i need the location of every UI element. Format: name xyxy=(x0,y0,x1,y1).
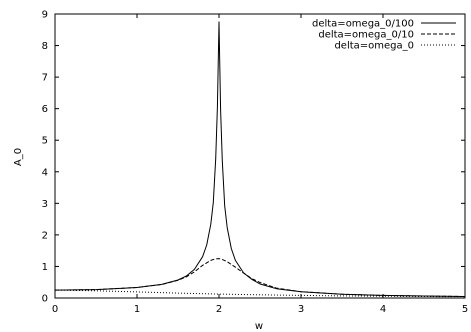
x-tick-label: 5 xyxy=(462,304,468,315)
y-tick-label: 7 xyxy=(42,73,48,84)
legend-label: delta=omega_0/10 xyxy=(318,30,414,41)
x-tick-label: 4 xyxy=(380,304,386,315)
y-tick-label: 4 xyxy=(42,167,48,178)
y-tick-label: 0 xyxy=(42,294,48,305)
y-tick-label: 1 xyxy=(42,262,48,273)
y-tick-label: 3 xyxy=(42,199,48,210)
y-tick-label: 8 xyxy=(42,41,48,52)
y-tick-label: 2 xyxy=(42,230,48,241)
y-tick-label: 6 xyxy=(42,104,48,115)
legend-label: delta=omega_0 xyxy=(334,41,414,52)
x-axis-label: w xyxy=(255,321,263,332)
legend-label: delta=omega_0/100 xyxy=(312,19,414,30)
plot-frame xyxy=(54,13,466,299)
y-axis-label: A_0 xyxy=(13,148,24,166)
y-tick-label: 9 xyxy=(42,10,48,21)
y-axis: 0 1 2 3 4 5 6 7 8 9 xyxy=(42,10,465,305)
x-tick-label: 1 xyxy=(134,304,140,315)
y-tick-label: 5 xyxy=(42,136,48,147)
x-tick-label: 2 xyxy=(216,304,222,315)
series-group xyxy=(54,21,466,298)
x-tick-label: 0 xyxy=(52,304,58,315)
x-axis: 0 1 2 3 4 5 xyxy=(52,14,468,315)
x-tick-label: 3 xyxy=(298,304,304,315)
series-line-2 xyxy=(54,258,466,297)
legend: delta=omega_0/100delta=omega_0/10delta=o… xyxy=(312,19,456,52)
series-line-1 xyxy=(54,21,466,297)
plot-border xyxy=(54,13,466,299)
